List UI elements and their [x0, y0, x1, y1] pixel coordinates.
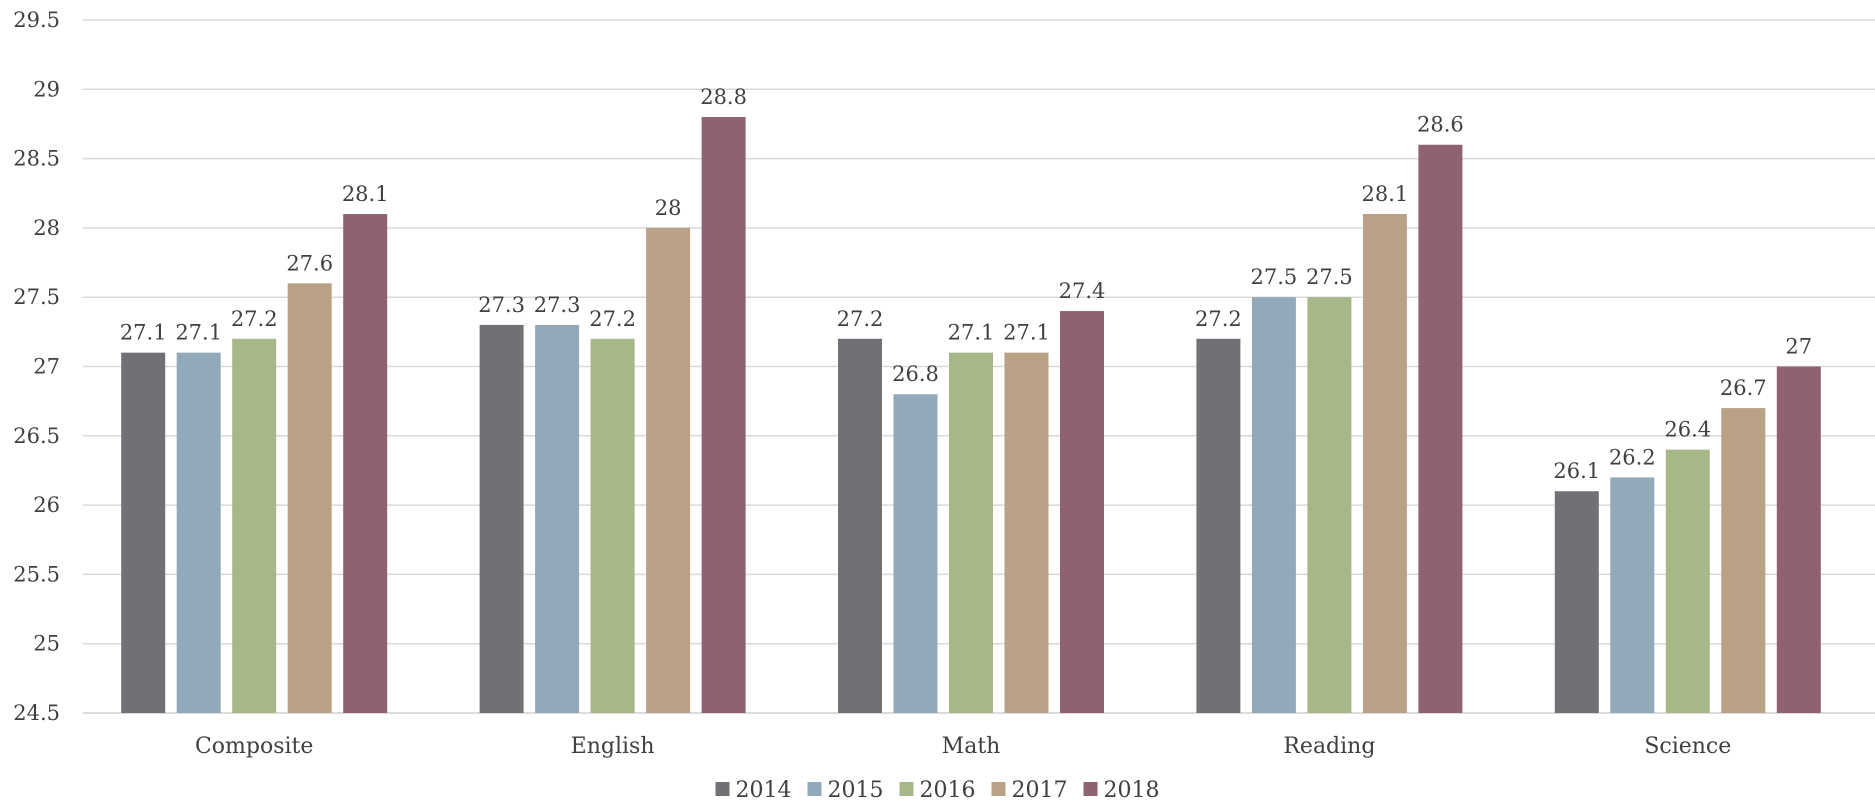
y-axis-ticks: 24.5 25 25.5 26 26.5 27 27.5 28 28.5 29 29.5: [13, 8, 60, 725]
x-tick-label-math: Math: [942, 734, 1001, 759]
bar-english-2014: [479, 324, 524, 713]
bar-composite-2016: [232, 338, 277, 713]
data-label: 27.1: [175, 321, 222, 345]
bar-composite-2014: [121, 352, 166, 713]
bar-math-2014: [838, 338, 882, 713]
legend-swatch: [991, 782, 1006, 796]
bar-reading-2015: [1251, 297, 1296, 713]
bar-composite-2015: [176, 352, 221, 713]
bar-science-2017: [1721, 408, 1766, 713]
bar-composite-2017: [287, 283, 332, 713]
y-tick-label: 28: [33, 216, 60, 240]
legend-item-2017[interactable]: 2017: [991, 778, 1068, 803]
data-label: 26.2: [1609, 445, 1656, 469]
bar-reading-2018: [1418, 144, 1463, 714]
data-label: 27.2: [231, 307, 278, 331]
bar-english-2017: [646, 227, 691, 713]
x-tick-label-english: English: [571, 734, 655, 759]
y-tick-label: 26.5: [13, 424, 60, 448]
legend: 2014 2015 2016 2017 2018: [715, 778, 1160, 803]
bar-reading-2017: [1362, 214, 1407, 714]
bar-science-2016: [1665, 449, 1710, 713]
data-label: 28.8: [700, 85, 747, 109]
data-label: 27: [1785, 335, 1812, 359]
legend-item-2016[interactable]: 2016: [899, 778, 976, 803]
data-label: 27.2: [837, 307, 884, 331]
legend-swatch: [715, 782, 730, 796]
data-label: 26.4: [1664, 418, 1711, 442]
legend-label: 2015: [828, 778, 884, 803]
legend-label: 2018: [1104, 778, 1160, 803]
x-tick-label-reading: Reading: [1283, 734, 1375, 759]
bar-reading-2014: [1196, 338, 1241, 713]
y-tick-label: 26: [33, 493, 60, 517]
x-tick-label-composite: Composite: [195, 734, 313, 759]
data-label: 27.3: [534, 293, 581, 317]
legend-label: 2014: [736, 778, 792, 803]
legend-swatch: [899, 782, 914, 796]
bar-math-2017: [1004, 352, 1049, 713]
bar-english-2015: [535, 324, 580, 713]
data-label: 27.5: [1306, 265, 1353, 289]
y-tick-label: 28.5: [13, 147, 60, 171]
data-label: 26.7: [1720, 376, 1767, 400]
data-labels: 27.1 27.1 27.2 27.6 28.1 27.3 27.3 27.2 28 28.8 27…: [120, 85, 1812, 483]
bar-math-2018: [1060, 311, 1104, 713]
data-label: 27.3: [478, 293, 525, 317]
legend-item-2015[interactable]: 2015: [807, 778, 884, 803]
legend-item-2018[interactable]: 2018: [1083, 778, 1160, 803]
data-label: 27.1: [948, 321, 995, 345]
data-label: 27.6: [286, 251, 333, 275]
legend-swatch: [807, 782, 822, 796]
y-tick-label: 25: [33, 632, 60, 656]
y-tick-label: 27.5: [13, 285, 60, 309]
y-tick-label: 29.5: [13, 8, 60, 32]
data-label: 28.1: [1362, 182, 1409, 206]
bar-reading-2016: [1307, 297, 1352, 713]
data-label: 27.1: [120, 321, 167, 345]
data-label: 27.5: [1251, 265, 1298, 289]
y-tick-label: 25.5: [13, 562, 60, 586]
x-axis-ticks: Composite English Math Reading Science: [195, 734, 1731, 759]
bar-science-2014: [1554, 491, 1599, 713]
legend-label: 2016: [920, 778, 976, 803]
data-label: 27.2: [589, 307, 636, 331]
bar-math-2016: [949, 352, 993, 713]
data-label: 28.1: [342, 182, 389, 206]
data-label: 28.6: [1417, 113, 1464, 137]
bar-composite-2018: [343, 214, 388, 714]
bars: [121, 117, 1821, 714]
legend-item-2014[interactable]: 2014: [715, 778, 792, 803]
y-tick-label: 27: [33, 355, 60, 379]
data-label: 26.1: [1553, 459, 1600, 483]
data-label: 28: [655, 196, 682, 220]
legend-label: 2017: [1012, 778, 1068, 803]
bar-english-2018: [701, 117, 746, 713]
bar-math-2015: [893, 394, 938, 713]
data-label: 27.1: [1003, 321, 1050, 345]
y-tick-label: 24.5: [13, 701, 60, 725]
bar-english-2016: [590, 338, 635, 713]
y-tick-label: 29: [33, 77, 60, 101]
bar-science-2015: [1610, 477, 1655, 713]
legend-swatch: [1083, 782, 1098, 796]
data-label: 27.4: [1059, 279, 1106, 303]
x-tick-label-science: Science: [1644, 734, 1731, 759]
data-label: 27.2: [1195, 307, 1242, 331]
bar-science-2018: [1776, 366, 1821, 713]
data-label: 26.8: [892, 362, 939, 386]
